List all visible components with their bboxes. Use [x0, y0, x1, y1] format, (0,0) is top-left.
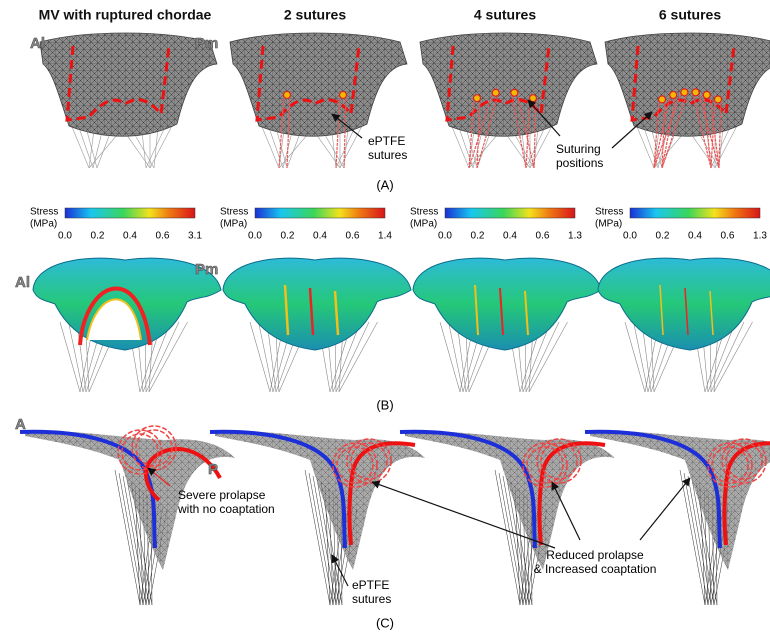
annotation: sutures — [368, 148, 407, 162]
suturing-position — [492, 89, 499, 96]
colorbar-tick: 0.4 — [503, 231, 517, 242]
annotation: sutures — [352, 592, 391, 606]
colorbar-tick: 0.0 — [623, 231, 637, 242]
colorbar-tick: 1.3 — [568, 231, 582, 242]
side-label: P — [208, 461, 218, 478]
arrow — [640, 478, 690, 540]
chorda — [283, 132, 292, 168]
colorbar-tick: 0.2 — [471, 231, 485, 242]
valve-mesh — [605, 33, 770, 136]
colorbar-title: Stress — [595, 207, 623, 218]
chorda — [126, 134, 150, 168]
colorbar — [630, 208, 760, 218]
panel-label: (B) — [376, 397, 393, 412]
colorbar-title: (MPa) — [220, 219, 247, 230]
chorda — [279, 134, 308, 168]
colorbar — [255, 208, 385, 218]
chorda — [469, 134, 498, 168]
chorda — [250, 322, 270, 392]
annotation: ePTFE — [352, 578, 389, 592]
chorda — [440, 322, 460, 392]
colorbar-tick: 0.0 — [438, 231, 452, 242]
colorbar-title: (MPa) — [595, 219, 622, 230]
side-label: Al — [30, 35, 45, 52]
panel-label: (A) — [376, 177, 393, 192]
colorbar — [65, 208, 195, 218]
suturing-position — [670, 91, 677, 98]
colorbar — [445, 208, 575, 218]
colorbar-title: Stress — [410, 207, 438, 218]
chorda — [89, 130, 94, 168]
colorbar-tick: 1.3 — [753, 231, 767, 242]
suturing-position — [284, 91, 291, 98]
column-title: 2 sutures — [284, 7, 346, 23]
colorbar-title: Stress — [220, 207, 248, 218]
column-title: MV with ruptured chordae — [39, 7, 212, 23]
suturing-position — [715, 96, 722, 103]
colorbar-tick: 1.4 — [378, 231, 392, 242]
annotation: Suturing — [556, 142, 601, 156]
colorbar-tick: 3.1 — [188, 231, 202, 242]
side-label: Pm — [195, 35, 218, 52]
colorbar-tick: 0.6 — [536, 231, 550, 242]
colorbar-tick: 0.6 — [346, 231, 360, 242]
colorbar-tick: 0.6 — [721, 231, 735, 242]
colorbar-title: Stress — [30, 207, 58, 218]
figure: MV with ruptured chordae 2 sutures 4 sutur… — [0, 0, 770, 635]
panel-label: (C) — [376, 615, 394, 630]
suturing-position — [692, 89, 699, 96]
column-title: 6 sutures — [659, 7, 721, 23]
side-label: A — [15, 416, 26, 433]
chorda — [89, 134, 118, 168]
suturing-position — [530, 95, 537, 102]
chorda — [60, 322, 80, 392]
colorbar-tick: 0.4 — [688, 231, 702, 242]
suturing-position — [703, 91, 710, 98]
colorbar-tick: 0.2 — [656, 231, 670, 242]
chorda — [93, 132, 102, 168]
colorbar-tick: 0.2 — [281, 231, 295, 242]
valve-surface — [413, 258, 601, 350]
chorda — [154, 128, 158, 168]
colorbar-tick: 0.0 — [58, 231, 72, 242]
side-label: Pm — [195, 261, 218, 278]
suturing-position — [340, 91, 347, 98]
suturing-position — [511, 89, 518, 96]
column-title: 4 sutures — [474, 7, 536, 23]
annotation: positions — [556, 156, 603, 170]
colorbar-tick: 0.0 — [248, 231, 262, 242]
suturing-position — [659, 96, 666, 103]
annotation: ePTFE — [368, 134, 405, 148]
annotation: Reduced prolapse — [546, 548, 644, 562]
annotation: with no coaptation — [177, 502, 275, 516]
colorbar-tick: 0.4 — [313, 231, 327, 242]
colorbar-tick: 0.6 — [156, 231, 170, 242]
colorbar-tick: 0.2 — [91, 231, 105, 242]
chorda — [142, 132, 146, 168]
colorbar-tick: 0.4 — [123, 231, 137, 242]
annotation: Severe prolapse — [178, 488, 266, 502]
valve-surface — [598, 258, 770, 350]
chorda — [332, 132, 336, 168]
side-label: Al — [15, 274, 30, 291]
valve-surface — [223, 258, 411, 350]
suturing-position — [474, 95, 481, 102]
annotation: & Increased coaptation — [534, 562, 657, 576]
chorda — [625, 322, 645, 392]
suturing-position — [681, 89, 688, 96]
colorbar-title: (MPa) — [30, 219, 57, 230]
colorbar-title: (MPa) — [410, 219, 437, 230]
